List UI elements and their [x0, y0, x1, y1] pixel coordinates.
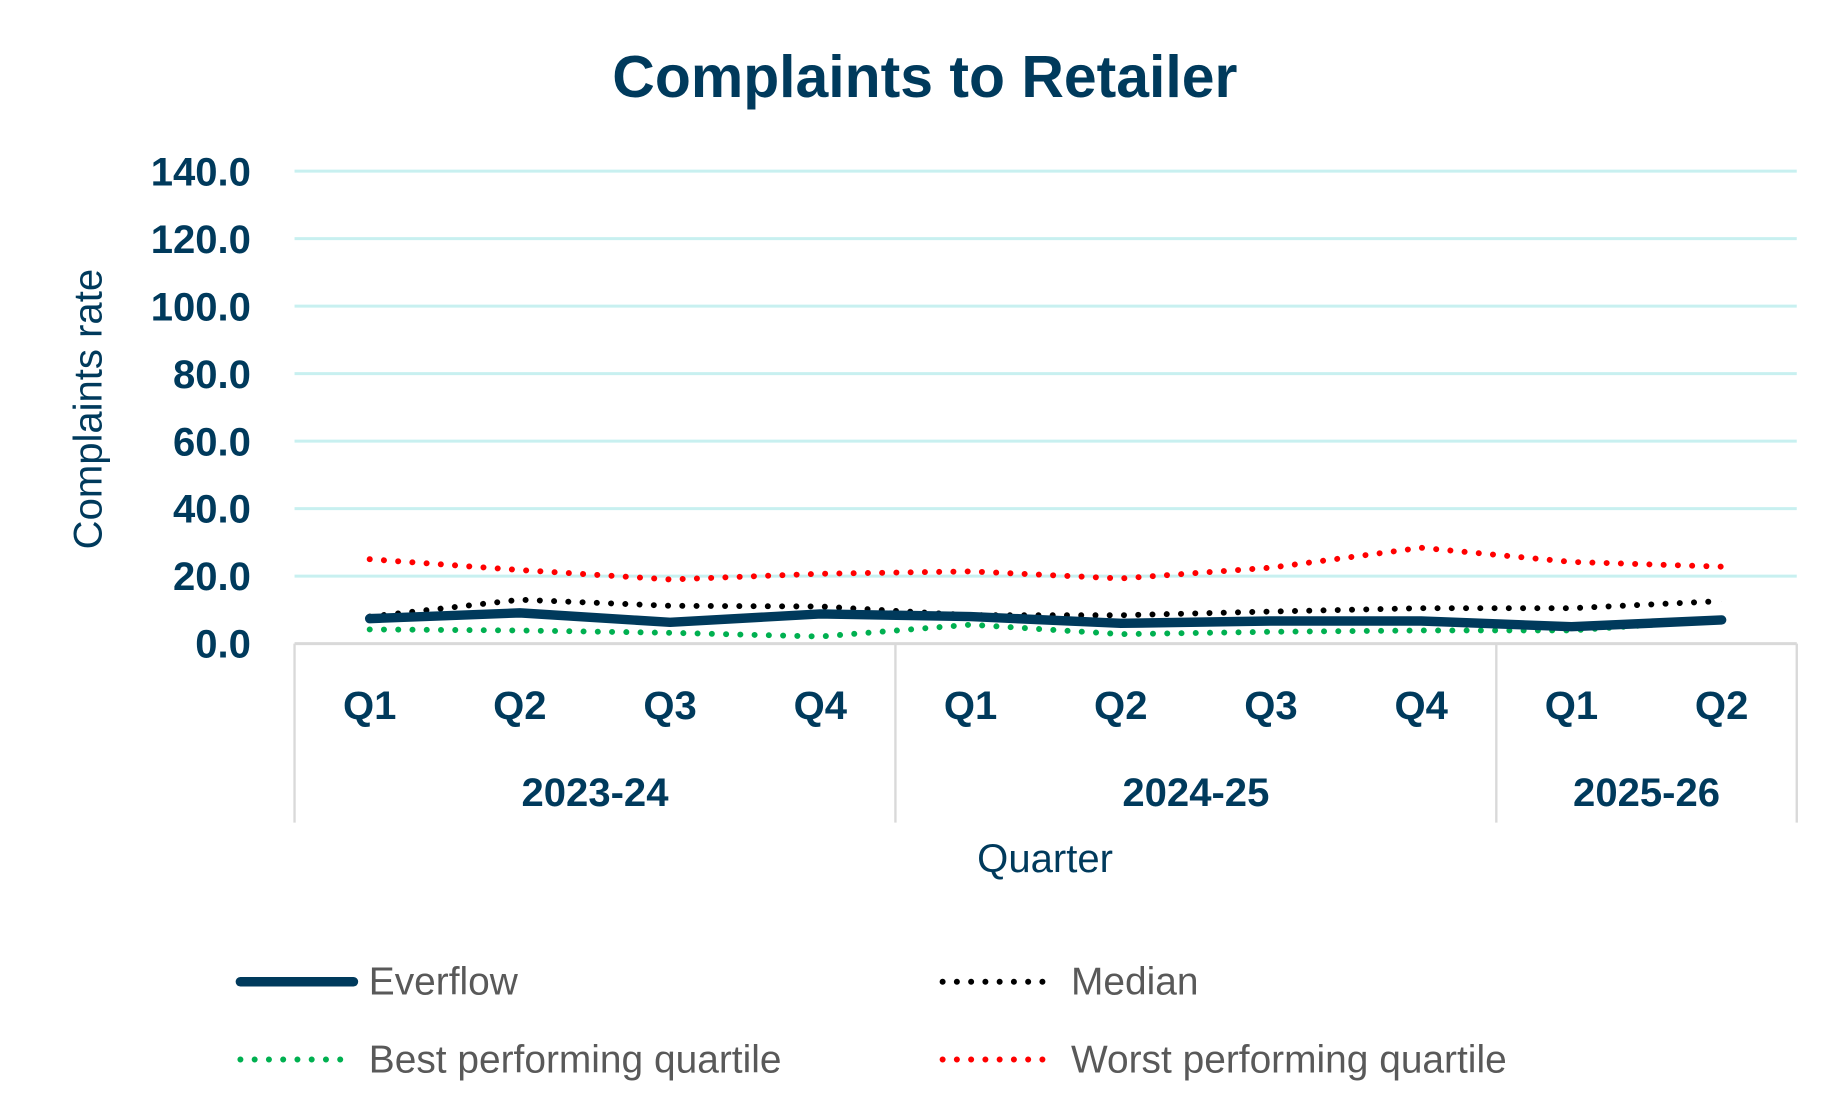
x-group-label: 2024-25 [1122, 771, 1269, 815]
x-tick-label: Q2 [1695, 684, 1748, 728]
x-group-label: 2023-24 [522, 771, 670, 815]
y-axis-label: Complaints rate [66, 269, 110, 549]
legend-label: Best performing quartile [369, 1038, 782, 1081]
y-tick-label: 60.0 [173, 420, 251, 464]
legend-item: Median [939, 961, 1199, 1004]
x-tick-label: Q1 [343, 684, 396, 728]
series-line-median [366, 596, 1725, 620]
y-tick-label: 100.0 [151, 285, 251, 329]
x-tick-label: Q4 [794, 684, 848, 728]
x-tick-label: Q1 [944, 684, 997, 728]
legend-item: Worst performing quartile [939, 1038, 1507, 1081]
legend-label: Everflow [369, 961, 519, 1004]
x-tick-label: Q2 [493, 684, 546, 728]
legend-item: Everflow [235, 961, 519, 1004]
x-tick-label: Q1 [1545, 684, 1598, 728]
x-group-label: 2025-26 [1573, 771, 1720, 815]
y-tick-label: 20.0 [173, 555, 251, 599]
y-tick-label: 0.0 [195, 623, 251, 667]
legend-label: Median [1071, 961, 1199, 1004]
legend-item: Best performing quartile [237, 1038, 782, 1081]
y-tick-label: 140.0 [151, 150, 251, 194]
x-tick-label: Q4 [1394, 684, 1448, 728]
chart-title: Complaints to Retailer [612, 45, 1237, 110]
y-tick-label: 120.0 [151, 218, 251, 262]
legend-label: Worst performing quartile [1071, 1038, 1507, 1081]
y-tick-label: 80.0 [173, 353, 251, 397]
series-line-everflow [364, 608, 1727, 632]
y-tick-label: 40.0 [173, 488, 251, 532]
series-line-worst-performing-quartile [366, 544, 1725, 583]
x-tick-label: Q3 [643, 684, 696, 728]
x-tick-label: Q2 [1094, 684, 1147, 728]
x-tick-label: Q3 [1244, 684, 1297, 728]
x-axis-label: Quarter [977, 837, 1113, 881]
series-line-best-performing-quartile [366, 617, 1725, 640]
